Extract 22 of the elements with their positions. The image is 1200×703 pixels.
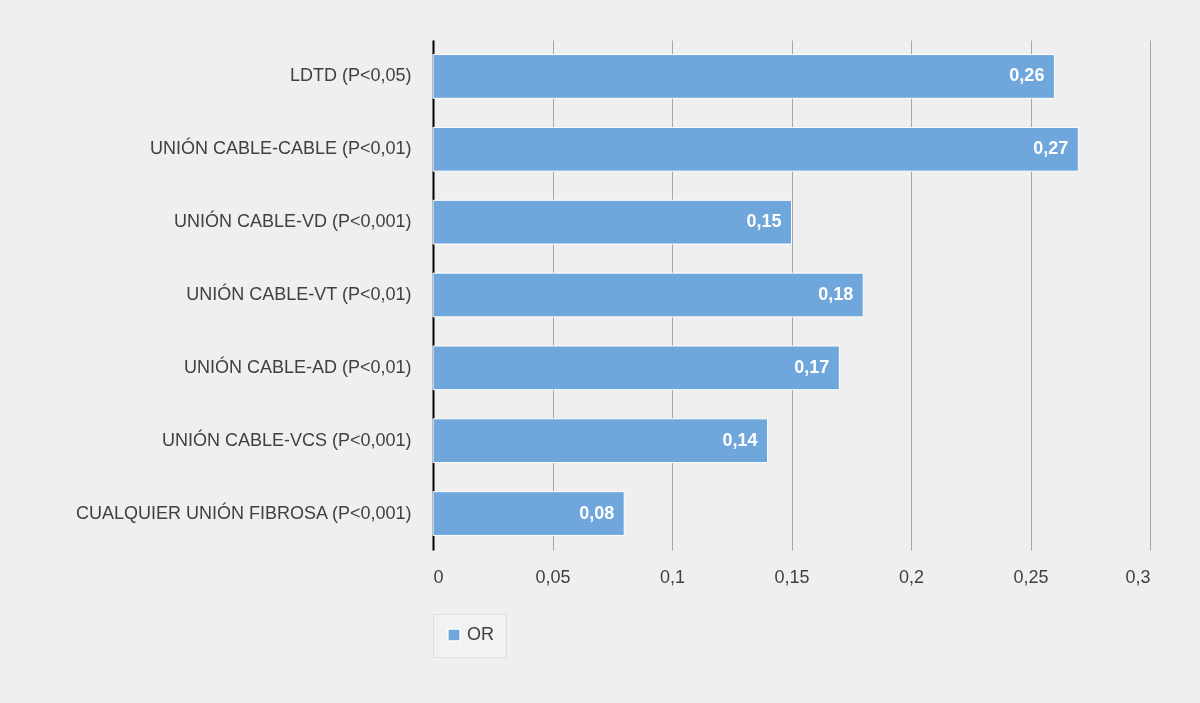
x-tick-label: 0,2 — [898, 566, 925, 587]
x-tick-label: 0,05 — [535, 566, 571, 587]
data-label: 0,15 — [746, 211, 782, 232]
x-tick-label: 0,15 — [774, 566, 810, 587]
x-tick-label: 0,3 — [1125, 566, 1151, 587]
y-tick-label: UNIÓN CABLE-VCS (P<0,001) — [161, 428, 412, 450]
data-label: 0,27 — [1033, 138, 1069, 159]
data-label: 0,18 — [818, 284, 854, 304]
legend-label: OR — [467, 624, 494, 644]
data-label: 0,14 — [722, 429, 758, 450]
y-tick-label: UNIÓN CABLE-VT (P<0,01) — [186, 283, 412, 304]
x-tick-label: 0,1 — [659, 566, 686, 587]
x-tick-label: 0,25 — [1013, 566, 1049, 587]
y-tick-label: UNIÓN CABLE-AD (P<0,01) — [183, 355, 412, 377]
y-tick-label: LDTD (P<0,05) — [289, 65, 412, 86]
y-tick-label: CUALQUIER UNIÓN FIBROSA (P<0,001) — [75, 501, 412, 523]
y-tick-label: UNIÓN CABLE-CABLE (P<0,01) — [149, 137, 412, 159]
data-label: 0,26 — [1009, 65, 1045, 86]
data-label: 0,08 — [579, 502, 615, 523]
x-tick-label: 0 — [433, 566, 444, 587]
y-tick-label: UNIÓN CABLE-VD (P<0,001) — [173, 210, 412, 232]
data-label: 0,17 — [794, 356, 830, 377]
